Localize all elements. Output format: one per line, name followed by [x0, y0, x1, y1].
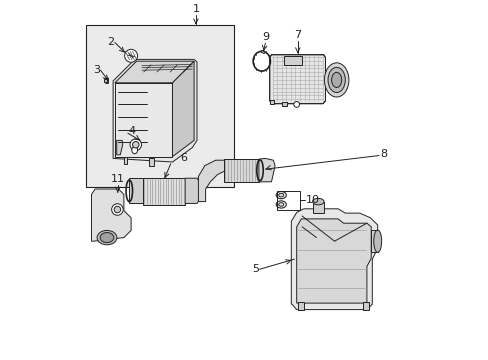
Circle shape: [130, 139, 141, 150]
Polygon shape: [123, 157, 127, 164]
Circle shape: [111, 204, 123, 215]
Circle shape: [293, 102, 299, 107]
Ellipse shape: [312, 198, 324, 205]
Ellipse shape: [276, 192, 285, 199]
Text: 6: 6: [180, 153, 186, 163]
Polygon shape: [312, 202, 323, 213]
Polygon shape: [113, 59, 197, 162]
Polygon shape: [149, 158, 153, 166]
Text: 4: 4: [128, 126, 136, 136]
Polygon shape: [129, 178, 142, 203]
Text: 8: 8: [380, 149, 387, 159]
Polygon shape: [91, 189, 131, 241]
Text: 9: 9: [262, 32, 269, 42]
Bar: [276, 191, 300, 210]
Text: 3: 3: [93, 65, 100, 75]
Ellipse shape: [97, 230, 117, 245]
Polygon shape: [117, 140, 122, 155]
Circle shape: [132, 141, 139, 148]
Ellipse shape: [276, 201, 285, 208]
Text: 1: 1: [192, 4, 199, 14]
Polygon shape: [198, 160, 224, 202]
Text: 11: 11: [111, 174, 124, 184]
Polygon shape: [269, 100, 273, 104]
Polygon shape: [105, 78, 108, 84]
Text: 5: 5: [251, 264, 258, 274]
Ellipse shape: [132, 147, 137, 154]
Polygon shape: [269, 55, 325, 104]
Polygon shape: [115, 83, 172, 157]
Ellipse shape: [278, 193, 283, 197]
Text: 2: 2: [107, 37, 114, 48]
Polygon shape: [296, 219, 370, 303]
Ellipse shape: [327, 67, 345, 93]
Polygon shape: [291, 209, 377, 310]
Ellipse shape: [373, 230, 381, 252]
Polygon shape: [115, 61, 194, 83]
Circle shape: [114, 206, 121, 213]
Polygon shape: [223, 159, 258, 182]
Polygon shape: [363, 302, 368, 310]
Polygon shape: [104, 79, 107, 82]
Polygon shape: [258, 158, 275, 182]
Polygon shape: [142, 178, 185, 205]
Polygon shape: [282, 102, 286, 106]
Ellipse shape: [331, 72, 341, 87]
Polygon shape: [185, 178, 199, 203]
Ellipse shape: [324, 63, 348, 97]
Polygon shape: [172, 61, 194, 157]
Polygon shape: [261, 50, 265, 54]
Polygon shape: [297, 302, 303, 310]
Text: 7: 7: [294, 30, 301, 40]
Polygon shape: [284, 56, 302, 65]
Text: 10: 10: [305, 195, 319, 205]
Ellipse shape: [100, 233, 114, 243]
Ellipse shape: [278, 203, 283, 206]
Polygon shape: [370, 230, 377, 252]
Bar: [86, 25, 233, 187]
Circle shape: [124, 49, 137, 62]
